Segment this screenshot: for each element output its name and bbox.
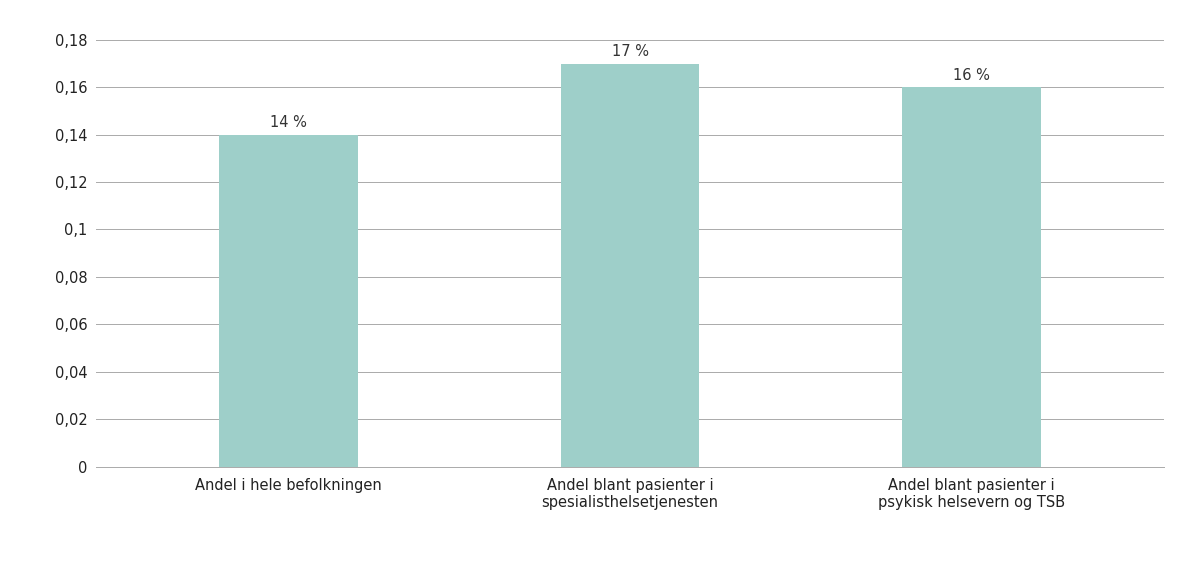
Bar (902, 87, 1042, 467)
Text: 16 %: 16 % (953, 68, 990, 83)
Bar (560, 64, 700, 467)
Text: 14 %: 14 % (270, 115, 307, 130)
Bar (218, 135, 358, 467)
Text: 17 %: 17 % (612, 44, 648, 59)
